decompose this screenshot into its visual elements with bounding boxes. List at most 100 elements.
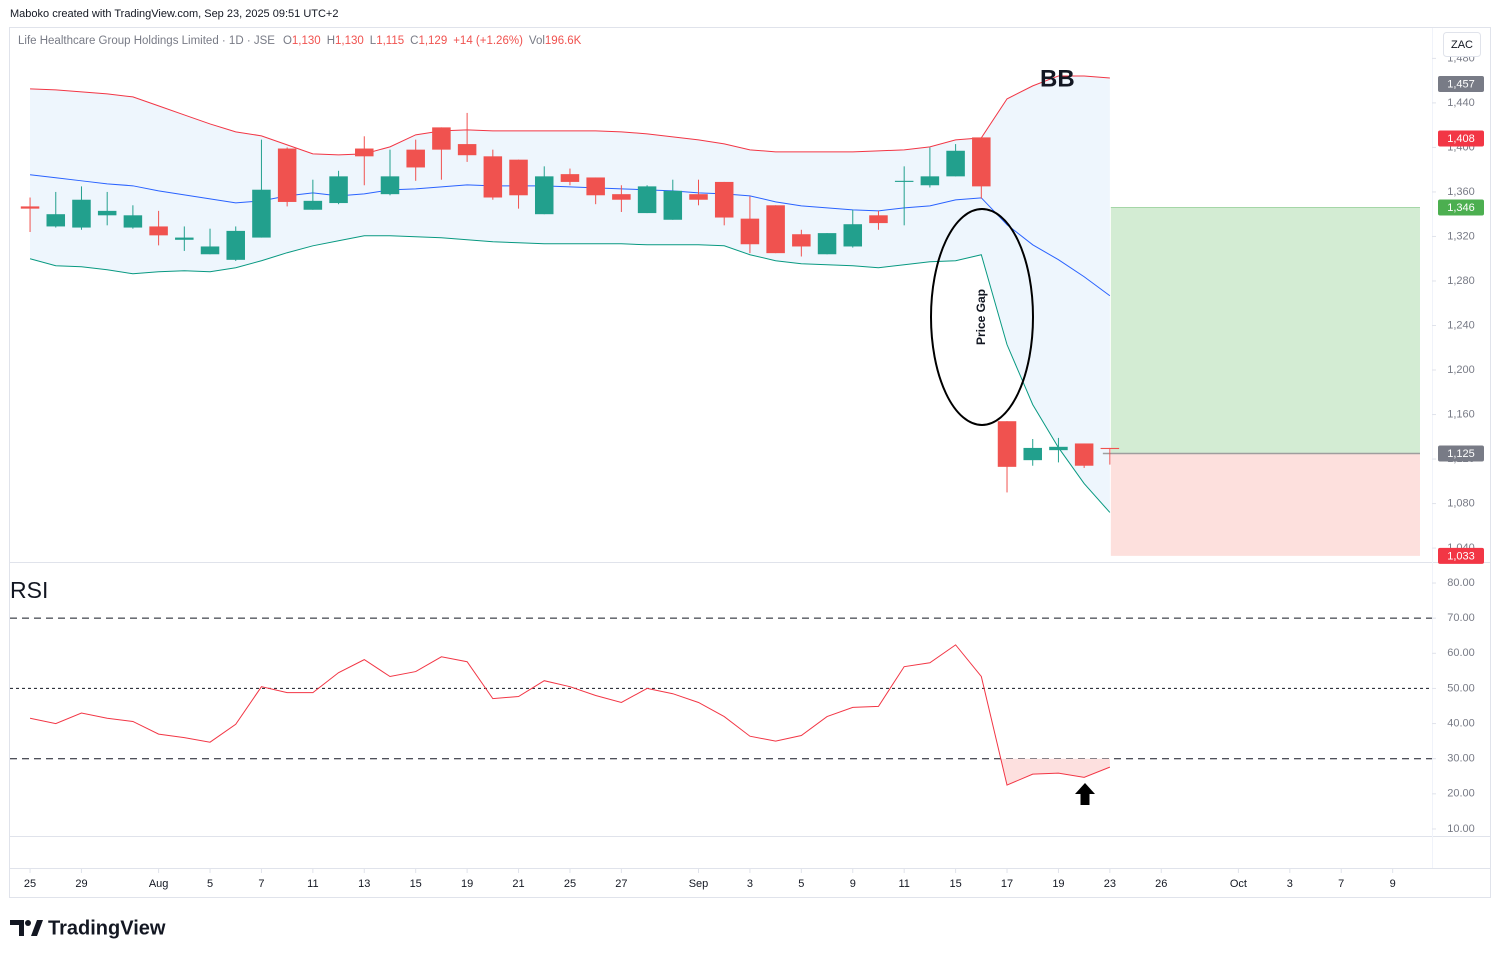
time-tick-label: Oct	[1230, 878, 1247, 890]
gap-ellipse	[930, 208, 1034, 426]
candle-body	[406, 149, 425, 168]
candle-body	[612, 194, 631, 200]
time-tick-label: 21	[512, 878, 524, 890]
candle-body	[740, 218, 760, 245]
legend-change: +14 (+1.26%)	[453, 35, 523, 47]
candle-body	[946, 150, 965, 177]
candle-body	[560, 174, 580, 182]
loss-zone	[1110, 453, 1420, 556]
time-tick-label: 11	[898, 878, 909, 890]
price-tick-label: 1,440	[1447, 97, 1475, 109]
candle-body	[534, 176, 554, 215]
position-badge-label: 1,033	[1447, 550, 1475, 562]
candle-body	[1023, 447, 1042, 461]
rsi-tick-label: 80.00	[1447, 577, 1475, 589]
position-badge	[1438, 547, 1484, 564]
candle-body	[46, 214, 66, 227]
band-middle	[29, 174, 1111, 297]
time-tick-label: 25	[24, 878, 36, 890]
price-tick-label: 1,240	[1447, 319, 1475, 331]
time-tick-label: 7	[258, 878, 264, 890]
band-lower	[29, 235, 1111, 513]
candle-body	[1049, 446, 1068, 451]
currency-label[interactable]: ZAC	[1451, 39, 1473, 51]
bb-annotation: BB	[1040, 65, 1075, 92]
candle-body	[1100, 447, 1120, 450]
candle-body	[457, 144, 477, 156]
frame	[9, 27, 1491, 898]
rsi-tick-label: 40.00	[1447, 717, 1475, 729]
candle-body	[972, 137, 991, 187]
candle-body	[894, 180, 914, 182]
time-tick-label: 17	[1001, 878, 1013, 890]
time-tick-label: 26	[1155, 878, 1167, 890]
candle-body	[432, 127, 451, 150]
axes: 1,4801,4401,4001,3601,3201,2801,2401,200…	[24, 28, 1484, 890]
currency-button[interactable]	[1443, 32, 1481, 57]
rsi-tick-label: 70.00	[1447, 612, 1475, 624]
time-tick-label: 15	[410, 878, 422, 890]
time-tick-label: 29	[75, 878, 87, 890]
time-tick-label: 23	[1104, 878, 1116, 890]
price-tick-label: 1,160	[1447, 408, 1475, 420]
legend-volume: 196.6K	[545, 35, 582, 47]
candle-body	[226, 230, 245, 260]
rsi-tick-label: 10.00	[1447, 823, 1475, 835]
price-badge	[1438, 130, 1484, 147]
brand-name: TradingView	[48, 917, 166, 939]
candle-body	[817, 233, 837, 255]
legend-volume-key: Vol	[529, 35, 545, 47]
price-tick-label: 1,200	[1447, 364, 1475, 376]
candle-body	[997, 421, 1017, 467]
candle-body	[252, 189, 271, 238]
price-badge-label: 1,408	[1447, 133, 1475, 145]
time-tick-label: 13	[358, 878, 370, 890]
price-tick-label: 1,280	[1447, 275, 1475, 287]
candle-body	[277, 148, 297, 202]
legend-title: Life Healthcare Group Holdings Limited ·…	[18, 35, 275, 47]
band-fill	[30, 75, 1110, 513]
time-tick-label: 25	[564, 878, 576, 890]
band-upper	[30, 75, 1110, 156]
price-badge	[1438, 75, 1484, 92]
candle-body	[509, 159, 528, 196]
candle-body	[72, 199, 91, 228]
candle-body	[663, 190, 683, 220]
rsi-tick-label: 20.00	[1447, 788, 1475, 800]
time-tick-label: 9	[850, 878, 856, 890]
time-tick-label: 3	[1287, 878, 1293, 890]
time-tick-label: Aug	[149, 878, 169, 890]
profit-zone	[1110, 207, 1420, 454]
position-badge-label: 1,125	[1447, 448, 1475, 460]
time-tick-label: 15	[949, 878, 961, 890]
oversold-fill	[1000, 758, 1110, 786]
time-tick-label: 7	[1338, 878, 1344, 890]
legend-key: L	[370, 35, 377, 47]
legend-value: 1,130	[335, 35, 364, 47]
position-badge-label: 1,346	[1447, 202, 1475, 214]
candle-body	[1074, 443, 1094, 466]
candle-body	[123, 215, 143, 228]
time-tick-label: Sep	[689, 878, 709, 890]
price-badge-label: 1,457	[1447, 78, 1475, 90]
time-tick-label: 9	[1390, 878, 1396, 890]
candle-body	[149, 226, 168, 236]
candle-body	[714, 181, 734, 218]
time-tick-label: 19	[461, 878, 473, 890]
legend: Life Healthcare Group Holdings Limited ·…	[18, 35, 582, 47]
legend-value: 1,129	[418, 35, 447, 47]
legend-value: 1,130	[292, 35, 321, 47]
candle-body	[303, 200, 323, 210]
time-tick-label: 5	[207, 878, 213, 890]
time-tick-label: 11	[307, 878, 318, 890]
price-pane	[20, 75, 1420, 556]
candle-body	[920, 176, 940, 186]
candle-body	[329, 176, 348, 204]
brand-logo	[10, 920, 43, 936]
candle-body	[689, 194, 708, 200]
gap-annotation: Price Gap	[974, 289, 988, 345]
candle-body	[200, 246, 220, 255]
candle-body	[792, 234, 811, 247]
